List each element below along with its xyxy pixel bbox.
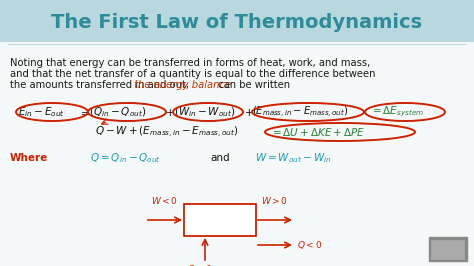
- FancyBboxPatch shape: [184, 204, 256, 236]
- Text: and that the net transfer of a quantity is equal to the difference between: and that the net transfer of a quantity …: [10, 69, 375, 79]
- Text: $(W_{in} - W_{out})$: $(W_{in} - W_{out})$: [174, 105, 236, 119]
- Text: $+$: $+$: [244, 106, 254, 118]
- FancyBboxPatch shape: [429, 237, 467, 261]
- Text: $W<0$: $W<0$: [152, 195, 179, 206]
- Text: $Q = Q_{in} - Q_{out}$: $Q = Q_{in} - Q_{out}$: [90, 151, 161, 165]
- Text: $= \Delta E_{system}$: $= \Delta E_{system}$: [370, 105, 424, 119]
- Text: $Q - W + (E_{mass,in} - E_{mass,out})$: $Q - W + (E_{mass,in} - E_{mass,out})$: [95, 124, 238, 140]
- Text: $(Q_{in} - Q_{out})$: $(Q_{in} - Q_{out})$: [89, 105, 146, 119]
- Text: $W>0$: $W>0$: [262, 195, 289, 206]
- Text: The First Law of Thermodynamics: The First Law of Thermodynamics: [52, 13, 422, 31]
- Text: and: and: [210, 153, 229, 163]
- Text: $= \Delta U + \Delta KE + \Delta PE$: $= \Delta U + \Delta KE + \Delta PE$: [270, 126, 365, 138]
- FancyBboxPatch shape: [0, 0, 474, 42]
- Text: $+$: $+$: [165, 106, 174, 118]
- Text: Noting that energy can be transferred in forms of heat, work, and mass,: Noting that energy can be transferred in…: [10, 58, 370, 68]
- Text: Where: Where: [10, 153, 48, 163]
- Text: $Q>0$: $Q>0$: [187, 263, 212, 266]
- Text: $=$: $=$: [78, 107, 90, 117]
- Text: $(E_{mass,in} - E_{mass,out})$: $(E_{mass,in} - E_{mass,out})$: [252, 105, 348, 119]
- FancyBboxPatch shape: [431, 239, 465, 259]
- Text: the amounts transferred in and out,: the amounts transferred in and out,: [10, 80, 189, 90]
- Text: $W = W_{out} - W_{in}$: $W = W_{out} - W_{in}$: [255, 151, 332, 165]
- Text: $Q<0$: $Q<0$: [297, 239, 322, 251]
- Text: the energy balance: the energy balance: [131, 80, 231, 90]
- Text: $E_{in} - E_{out}$: $E_{in} - E_{out}$: [18, 105, 65, 119]
- Text: can be written: can be written: [215, 80, 290, 90]
